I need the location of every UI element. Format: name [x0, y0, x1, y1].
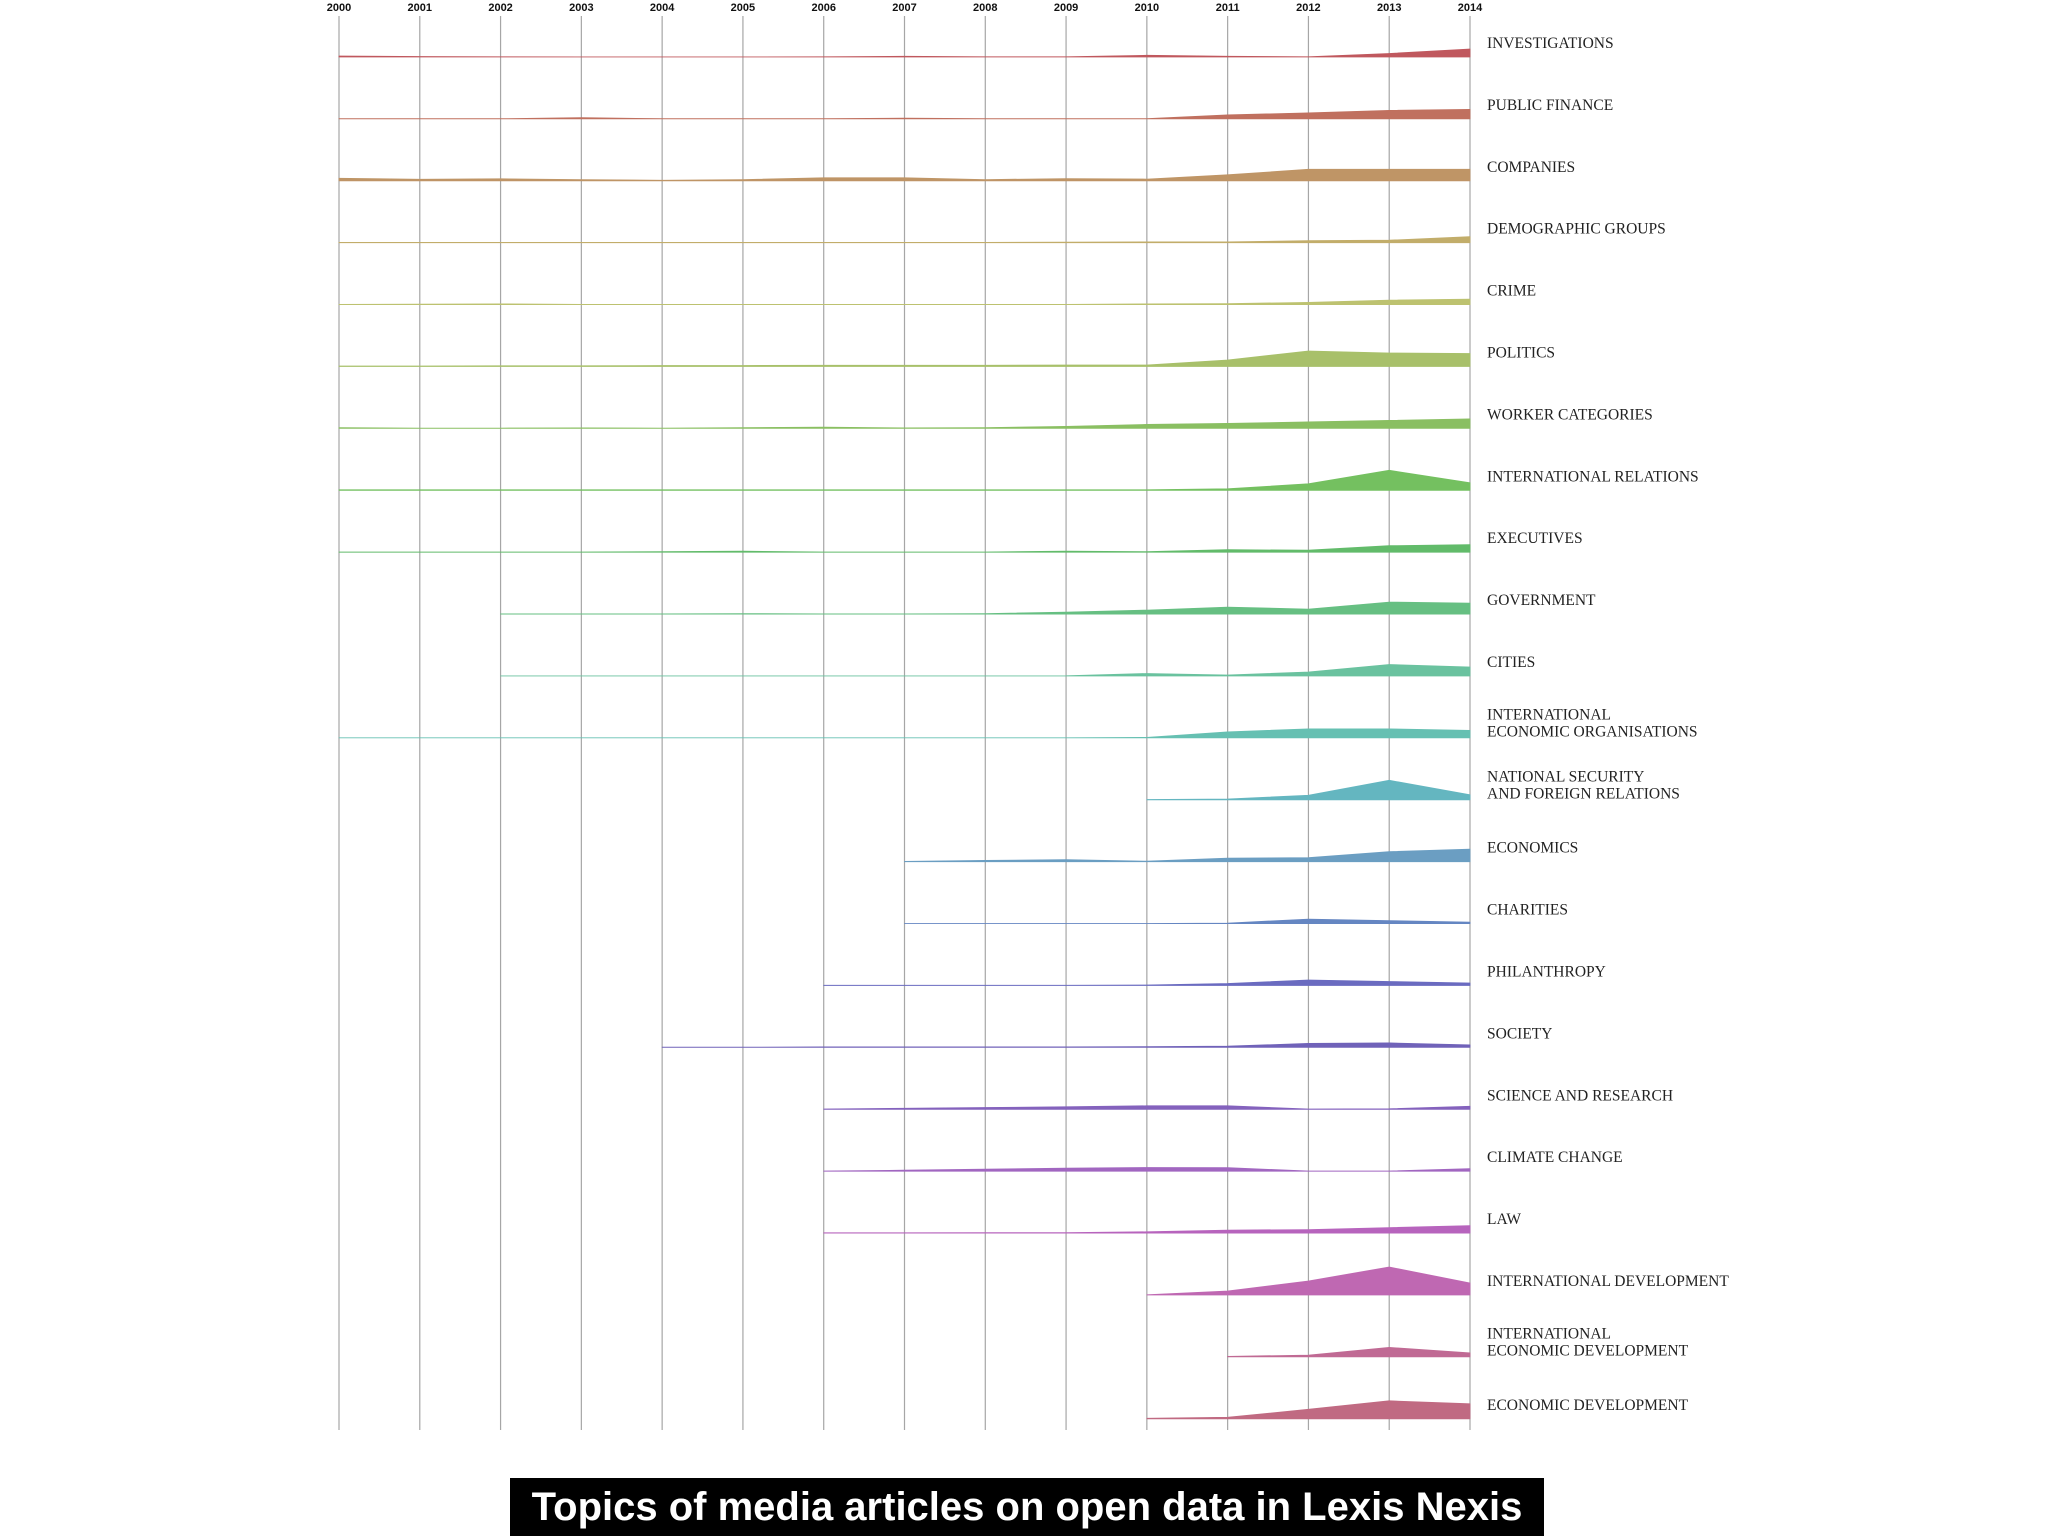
area-companies [338, 168, 1471, 182]
area-crime [338, 298, 1471, 305]
area-international-relations [338, 469, 1471, 491]
area-investigations [338, 48, 1471, 58]
year-label-2001: 2001 [408, 2, 432, 14]
topic-label-line: PHILANTHROPY [1487, 964, 1606, 981]
year-label-2010: 2010 [1135, 2, 1159, 14]
topic-label-science-and-research: SCIENCE AND RESEARCH [1487, 1087, 1673, 1104]
topic-label-line: INTERNATIONAL RELATIONS [1487, 468, 1699, 485]
topic-label-line: SOCIETY [1487, 1025, 1552, 1042]
area-international-development [1146, 1266, 1471, 1296]
topic-label-line: ECONOMIC ORGANISATIONS [1487, 723, 1698, 740]
area-national-security-and-foreign-relations [1146, 779, 1471, 801]
area-executives [338, 544, 1471, 553]
topic-label-charities: CHARITIES [1487, 902, 1568, 919]
area-philanthropy [823, 979, 1471, 986]
area-society [661, 1042, 1471, 1048]
year-label-2014: 2014 [1458, 2, 1483, 14]
year-label-2002: 2002 [488, 2, 512, 14]
topic-label-line: DEMOGRAPHIC GROUPS [1487, 221, 1666, 238]
topic-label-crime: CRIME [1487, 283, 1536, 300]
area-economics [904, 848, 1471, 863]
year-label-2011: 2011 [1216, 2, 1240, 14]
topic-label-line: CITIES [1487, 654, 1535, 671]
topic-label-national-security-and-foreign-relations: NATIONAL SECURITY AND FOREIGN RELATIONS [1487, 768, 1680, 802]
area-science-and-research [823, 1105, 1471, 1110]
area-public-finance [338, 109, 1471, 120]
topic-label-international-development: INTERNATIONAL DEVELOPMENT [1487, 1273, 1729, 1290]
topic-label-international-economic-development: INTERNATIONAL ECONOMIC DEVELOPMENT [1487, 1325, 1689, 1359]
topic-label-public-finance: PUBLIC FINANCE [1487, 97, 1613, 114]
area-charities [904, 918, 1471, 924]
topic-label-international-economic-organisations: INTERNATIONAL ECONOMIC ORGANISATIONS [1487, 706, 1698, 740]
area-government [500, 601, 1471, 615]
chart-title: Topics of media articles on open data in… [510, 1478, 1544, 1536]
topic-label-line: INTERNATIONAL [1487, 1325, 1611, 1342]
area-international-economic-organisations [338, 728, 1471, 739]
area-international-economic-development [1227, 1347, 1471, 1358]
year-label-2004: 2004 [650, 2, 675, 14]
topic-label-investigations: INVESTIGATIONS [1487, 35, 1614, 52]
topic-label-line: NATIONAL SECURITY [1487, 768, 1644, 785]
topic-label-executives: EXECUTIVES [1487, 530, 1583, 547]
topic-label-line: CLIMATE CHANGE [1487, 1149, 1623, 1166]
area-cities [500, 664, 1471, 677]
topic-label-politics: POLITICS [1487, 345, 1555, 362]
topic-label-economics: ECONOMICS [1487, 840, 1578, 857]
area-law [823, 1225, 1471, 1234]
year-label-2003: 2003 [569, 2, 593, 14]
topic-label-line: INTERNATIONAL [1487, 706, 1611, 723]
topic-label-line: CRIME [1487, 283, 1536, 300]
topic-label-line: INTERNATIONAL DEVELOPMENT [1487, 1273, 1729, 1290]
topic-label-international-relations: INTERNATIONAL RELATIONS [1487, 468, 1699, 485]
area-politics [338, 350, 1471, 367]
topic-label-economic-development: ECONOMIC DEVELOPMENT [1487, 1397, 1689, 1414]
area-economic-development [1146, 1400, 1471, 1420]
topic-label-line: EXECUTIVES [1487, 530, 1583, 547]
topic-label-law: LAW [1487, 1211, 1521, 1228]
topic-label-line: SCIENCE AND RESEARCH [1487, 1087, 1673, 1104]
area-demographic-groups [338, 236, 1471, 244]
topic-label-philanthropy: PHILANTHROPY [1487, 964, 1606, 981]
year-label-2006: 2006 [811, 2, 835, 14]
topic-labels: INVESTIGATIONS PUBLIC FINANCE COMPANIES DEM… [1487, 35, 1729, 1414]
year-axis: 2000 2001 2002 2003 2004 2005 2006 2007 2008 2009… [327, 2, 1483, 14]
topic-label-line: WORKER CATEGORIES [1487, 406, 1653, 423]
year-label-2005: 2005 [731, 2, 755, 14]
year-label-2007: 2007 [892, 2, 916, 14]
topic-label-worker-categories: WORKER CATEGORIES [1487, 406, 1653, 423]
area-worker-categories [338, 418, 1471, 429]
topic-label-line: INVESTIGATIONS [1487, 35, 1614, 52]
topic-label-line: LAW [1487, 1211, 1521, 1228]
topic-label-line: CHARITIES [1487, 902, 1568, 919]
topic-label-demographic-groups: DEMOGRAPHIC GROUPS [1487, 221, 1666, 238]
topic-areas [338, 48, 1471, 1420]
topic-label-cities: CITIES [1487, 654, 1535, 671]
year-gridlines [338, 16, 1471, 1430]
topic-label-line: PUBLIC FINANCE [1487, 97, 1613, 114]
topic-label-line: ECONOMIC DEVELOPMENT [1487, 1342, 1689, 1359]
year-label-2000: 2000 [327, 2, 351, 14]
topic-label-companies: COMPANIES [1487, 159, 1575, 176]
topic-label-line: AND FOREIGN RELATIONS [1487, 785, 1680, 802]
topic-label-line: COMPANIES [1487, 159, 1575, 176]
area-climate-change [823, 1167, 1471, 1172]
topic-label-society: SOCIETY [1487, 1025, 1552, 1042]
year-label-2009: 2009 [1054, 2, 1078, 14]
year-label-2008: 2008 [973, 2, 997, 14]
topic-label-government: GOVERNMENT [1487, 592, 1596, 609]
year-label-2013: 2013 [1377, 2, 1401, 14]
year-label-2012: 2012 [1296, 2, 1320, 14]
topic-label-line: GOVERNMENT [1487, 592, 1596, 609]
topic-label-line: POLITICS [1487, 345, 1555, 362]
topic-label-climate-change: CLIMATE CHANGE [1487, 1149, 1623, 1166]
topic-label-line: ECONOMICS [1487, 840, 1578, 857]
topic-label-line: ECONOMIC DEVELOPMENT [1487, 1397, 1689, 1414]
